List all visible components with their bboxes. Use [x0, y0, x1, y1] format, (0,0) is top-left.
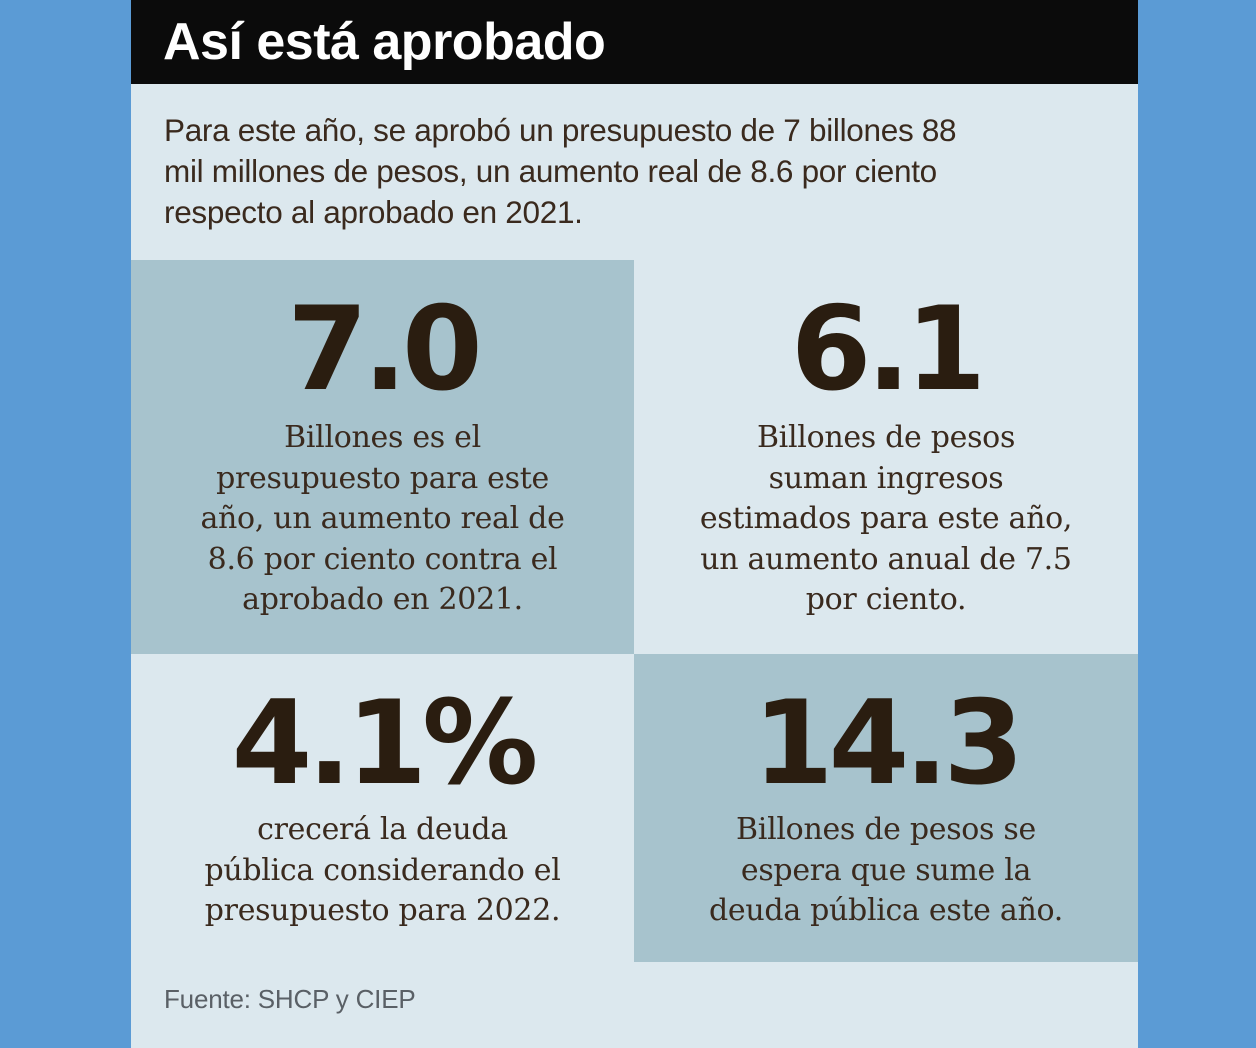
stat-description-line: Billones es el: [284, 420, 481, 455]
stat-description-line: por ciento.: [805, 582, 967, 617]
stat-description-line: presupuesto para este: [216, 460, 549, 496]
header-bar: Así está aprobado: [131, 0, 1138, 84]
stat-description-line: estimados para este año,: [699, 501, 1073, 536]
intro-panel: Para este año, se aprobó un presupuesto …: [131, 84, 1138, 260]
stat-description-line: crecerá la deuda: [257, 812, 508, 847]
stat-cell-debt-growth: 4.1% crecerá la deuda pública consideran…: [131, 654, 634, 962]
stat-description-line: 8.6 por ciento contra el: [207, 541, 558, 577]
intro-line: respecto al aprobado en 2021.: [164, 194, 583, 230]
stat-value: 6.1: [790, 282, 987, 417]
stat-description-line: Billones de pesos: [756, 420, 1016, 455]
stat-cell-debt-total: 14.3 Billones de pesos se espera que sum…: [634, 654, 1138, 962]
stat-description-line: año, un aumento real de: [200, 501, 565, 536]
stat-description-line: un aumento anual de 7.5: [700, 541, 1072, 577]
stat-description-line: Billones de pesos se: [736, 812, 1036, 847]
stat-description: Billones de pesos se espera que sume la …: [634, 810, 1138, 932]
stat-value: 7.0: [287, 282, 483, 417]
stat-description-line: deuda pública este año.: [709, 893, 1063, 928]
infographic-card: Así está aprobado Para este año, se apro…: [131, 0, 1138, 1048]
stat-description: Billones de pesos suman ingresos estimad…: [634, 418, 1138, 621]
stat-value: 14.3: [752, 676, 1024, 811]
stat-description-line: espera que sume la: [740, 852, 1032, 888]
source-note: Fuente: SHCP y CIEP: [164, 984, 416, 1014]
stat-description-line: aprobado en 2021.: [242, 582, 523, 617]
stat-description-line: presupuesto para 2022.: [204, 893, 561, 928]
stat-description-line: suman ingresos: [768, 460, 1004, 496]
intro-paragraph: Para este año, se aprobó un presupuesto …: [164, 110, 1064, 233]
stat-cell-income: 6.1 Billones de pesos suman ingresos est…: [634, 260, 1138, 654]
stat-value: 4.1%: [231, 676, 539, 811]
stat-description-line: pública considerando el: [204, 852, 561, 888]
infographic-title: Así está aprobado: [163, 13, 606, 71]
background-right: [1138, 0, 1256, 1048]
stat-description: crecerá la deuda pública considerando el…: [131, 810, 634, 932]
stat-description: Billones es el presupuesto para este año…: [131, 418, 634, 621]
intro-line: mil millones de pesos, un aumento real d…: [164, 153, 937, 189]
intro-line: Para este año, se aprobó un presupuesto …: [164, 112, 957, 148]
background-left: [0, 0, 131, 1048]
stat-cell-budget: 7.0 Billones es el presupuesto para este…: [131, 260, 634, 654]
source-panel: Fuente: SHCP y CIEP: [131, 962, 1138, 1048]
